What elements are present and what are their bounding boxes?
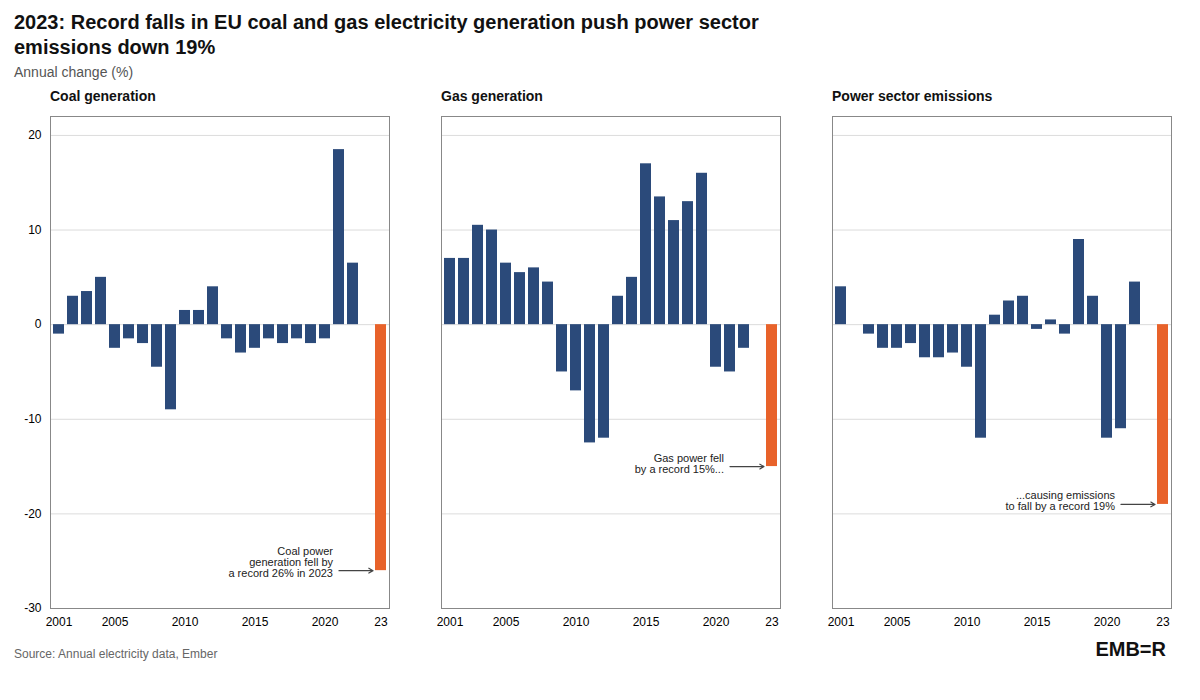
svg-text:Coal powergeneration fell bya: Coal powergeneration fell bya record 26%… <box>228 545 333 579</box>
svg-text:2005: 2005 <box>493 615 520 629</box>
svg-text:2001: 2001 <box>437 615 464 629</box>
svg-text:2020: 2020 <box>703 615 730 629</box>
svg-text:2015: 2015 <box>242 615 269 629</box>
svg-text:23: 23 <box>374 615 388 629</box>
html-text:Power sector emissions: Power sector emissions <box>832 88 993 104</box>
svg-text:2005: 2005 <box>102 615 129 629</box>
svg-text:...causing emissionsto fall by: ...causing emissionsto fall by a record … <box>1006 489 1116 512</box>
svg-text:2001: 2001 <box>46 615 73 629</box>
svg-text:Gas power fellby a record 15%.: Gas power fellby a record 15%... <box>635 452 724 475</box>
html-text:Gas generation: Gas generation <box>441 88 543 104</box>
svg-text:2020: 2020 <box>312 615 339 629</box>
svg-text:2015: 2015 <box>1024 615 1051 629</box>
html-text:EMB=R: EMB=R <box>1095 638 1166 660</box>
svg-text:2005: 2005 <box>884 615 911 629</box>
svg-text:2010: 2010 <box>954 615 981 629</box>
svg-text:23: 23 <box>1156 615 1170 629</box>
svg-text:2015: 2015 <box>633 615 660 629</box>
html-text:2023: Record falls in EU coal: 2023: Record falls in EU coal and gas el… <box>14 11 759 58</box>
html-text:Coal generation: Coal generation <box>50 88 156 104</box>
svg-text:2010: 2010 <box>563 615 590 629</box>
html-text:Source: Annual electricity dat: Source: Annual electricity data, Ember <box>14 647 218 661</box>
svg-text:-30: -30 <box>24 601 42 615</box>
svg-text:20: 20 <box>28 128 42 142</box>
svg-text:0: 0 <box>35 317 42 331</box>
svg-text:2001: 2001 <box>828 615 855 629</box>
svg-text:-10: -10 <box>24 412 42 426</box>
html-text:Annual change (%): Annual change (%) <box>14 64 134 80</box>
svg-text:-20: -20 <box>24 507 42 521</box>
svg-text:2010: 2010 <box>172 615 199 629</box>
svg-text:10: 10 <box>28 223 42 237</box>
svg-text:2020: 2020 <box>1094 615 1121 629</box>
svg-text:23: 23 <box>765 615 779 629</box>
